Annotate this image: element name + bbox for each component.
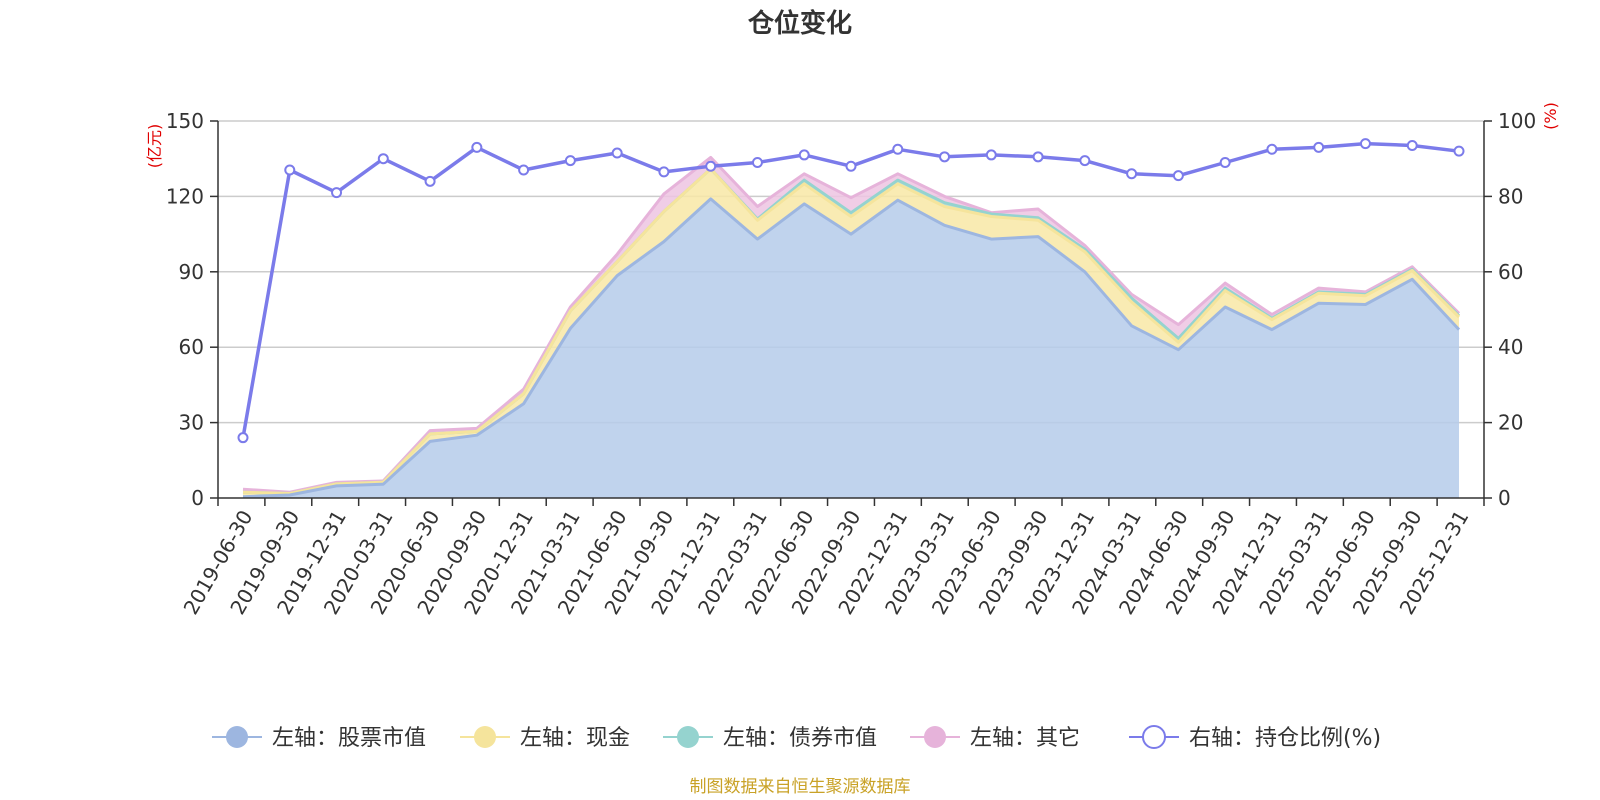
ratio-point — [331, 187, 343, 199]
right-tick-label: 80 — [1498, 184, 1523, 208]
line-左轴：现金 — [242, 167, 1461, 495]
ratio-point — [377, 153, 389, 165]
legend-marker — [677, 726, 699, 748]
ratio-point — [751, 156, 763, 168]
right-axis-unit: (%) — [1541, 102, 1560, 130]
ratio-point — [1406, 140, 1418, 152]
ratio-point — [284, 164, 296, 176]
ratio-point — [611, 147, 623, 159]
ratio-point — [658, 166, 670, 178]
right-tick-label: 0 — [1498, 486, 1511, 510]
ratio-point — [1266, 143, 1278, 155]
ratio-point — [1219, 156, 1231, 168]
legend-marker — [924, 726, 946, 748]
ratio-point — [1032, 151, 1044, 163]
legend-marker — [226, 726, 248, 748]
legend-label: 右轴：持仓比例(%) — [1189, 726, 1381, 751]
left-tick-label: 150 — [166, 109, 204, 133]
legend-label: 左轴：债券市值 — [723, 726, 877, 751]
right-tick-label: 40 — [1498, 335, 1523, 359]
left-tick-label: 90 — [179, 260, 204, 284]
ratio-point — [518, 164, 530, 176]
ratio-point — [1453, 145, 1465, 157]
line-左轴：股票市值 — [242, 197, 1461, 499]
ratio-point — [798, 149, 810, 161]
left-tick-label: 0 — [191, 486, 204, 510]
legend-label: 左轴：其它 — [970, 726, 1080, 751]
legend-marker — [1142, 725, 1166, 749]
ratio-point — [471, 141, 483, 153]
ratio-point — [845, 160, 857, 172]
right-tick-label: 60 — [1498, 260, 1523, 284]
ratio-point — [985, 149, 997, 161]
source-note: 制图数据来自恒生聚源数据库 — [690, 777, 911, 797]
ratio-point — [1313, 141, 1325, 153]
legend-label: 左轴：现金 — [520, 726, 630, 751]
chart-title: 仓位变化 — [747, 8, 852, 39]
right-tick-label: 100 — [1498, 109, 1536, 133]
legend: 左轴：股票市值 左轴：现金 左轴：债券市值 左轴：其它 右轴：持仓比例(%) — [212, 725, 1381, 751]
ratio-point — [1359, 138, 1371, 150]
ratio-point — [564, 155, 576, 167]
ratio-point — [1079, 155, 1091, 167]
left-tick-label: 120 — [166, 184, 204, 208]
left-tick-label: 30 — [179, 411, 204, 435]
ratio-point — [892, 143, 904, 155]
legend-label: 左轴：股票市值 — [272, 726, 426, 751]
ratio-point — [1126, 168, 1138, 180]
stacked-areas — [243, 157, 1459, 498]
ratio-markers — [237, 138, 1465, 444]
legend-marker — [474, 726, 496, 748]
series-lines — [241, 141, 1461, 499]
left-tick-label: 60 — [179, 335, 204, 359]
ratio-point — [424, 175, 436, 187]
right-tick-label: 20 — [1498, 411, 1523, 435]
ratio-point — [939, 151, 951, 163]
left-axis-unit: (亿元) — [145, 124, 164, 169]
line-左轴：其它 — [242, 155, 1461, 494]
ratio-point — [705, 160, 717, 172]
ratio-point — [1172, 170, 1184, 182]
area-左轴：股票市值 — [243, 198, 1459, 498]
ratio-point — [237, 432, 249, 444]
